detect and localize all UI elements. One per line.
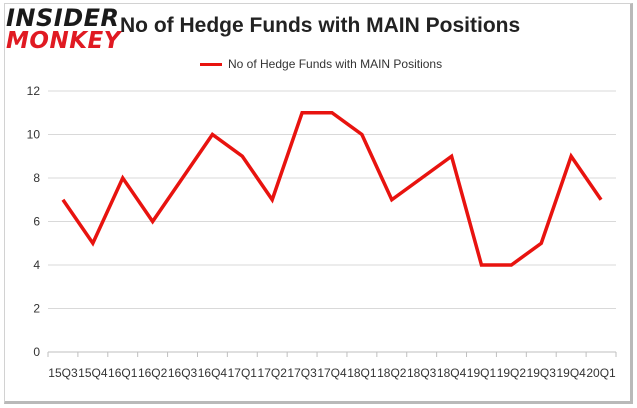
y-tick-label: 4	[33, 258, 40, 272]
chart-legend: No of Hedge Funds with MAIN Positions	[200, 56, 442, 72]
x-tick-label: 17Q4	[317, 366, 347, 380]
x-tick-label: 19Q2	[497, 366, 527, 380]
x-tick-label: 17Q2	[258, 366, 288, 380]
y-tick-label: 0	[33, 345, 40, 359]
x-tick-label: 19Q4	[556, 366, 586, 380]
y-tick-label: 8	[33, 171, 40, 185]
y-tick-label: 2	[33, 302, 40, 316]
x-tick-label: 16Q2	[138, 366, 168, 380]
x-tick-label: 17Q3	[287, 366, 317, 380]
logo-line-2: MONKEY	[6, 28, 121, 54]
x-tick-label: 15Q4	[78, 366, 108, 380]
legend-swatch	[200, 62, 222, 66]
x-tick-label: 16Q1	[108, 366, 138, 380]
x-tick-label: 17Q1	[228, 366, 258, 380]
x-tick-label: 20Q1	[586, 366, 616, 380]
x-tick-label: 19Q3	[527, 366, 557, 380]
x-tick-label: 16Q4	[198, 366, 228, 380]
logo-line-1: INSIDER	[6, 4, 120, 32]
chart-title: No of Hedge Funds with MAIN Positions	[120, 14, 521, 37]
x-tick-label: 18Q4	[437, 366, 467, 380]
y-tick-label: 6	[33, 215, 40, 229]
chart-frame	[4, 3, 633, 404]
insider-monkey-logo: INSIDER MONKEY	[6, 4, 121, 56]
x-tick-label: 15Q3	[48, 366, 78, 380]
y-tick-label: 12	[27, 84, 41, 98]
x-tick-label: 18Q1	[347, 366, 377, 380]
series-line	[61, 111, 603, 267]
x-tick-label: 16Q3	[168, 366, 198, 380]
legend-label: No of Hedge Funds with MAIN Positions	[228, 57, 443, 71]
y-tick-label: 10	[27, 128, 41, 142]
x-tick-label: 18Q2	[377, 366, 407, 380]
x-tick-label: 19Q1	[467, 366, 497, 380]
x-tick-label: 18Q3	[407, 366, 437, 380]
